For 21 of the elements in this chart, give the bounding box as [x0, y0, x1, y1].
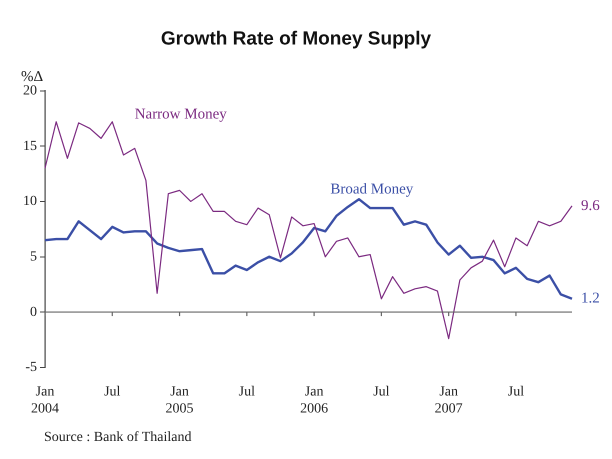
x-tick-label: Jul [508, 384, 524, 400]
x-tick-label: Jan 2006 [300, 384, 328, 416]
y-tick-label: 0 [30, 304, 37, 320]
x-tick-label: Jan 2005 [166, 384, 194, 416]
x-tick-label: Jul [104, 384, 121, 400]
y-tick-label: -5 [25, 360, 37, 376]
x-tick-label: Jan 2004 [31, 384, 59, 416]
chart-title: Growth Rate of Money Supply [160, 28, 432, 50]
source-note: Source : Bank of Thailand [44, 430, 192, 446]
y-tick-label: 10 [23, 194, 37, 210]
data-label: 1.2 [581, 290, 600, 307]
y-tick-label: 20 [23, 83, 37, 98]
series-label: Broad Money [330, 181, 414, 198]
y-tick-label: 5 [30, 249, 37, 264]
x-tick-label: Jul [238, 384, 256, 400]
x-tick-label: Jul [373, 384, 390, 400]
y-tick-label: 15 [23, 138, 37, 154]
y-axis-title: %Δ [21, 69, 44, 86]
data-label: 9.6 [581, 198, 600, 214]
series-label: Narrow Money [134, 106, 228, 122]
x-tick-label: Jan 2007 [434, 384, 463, 416]
